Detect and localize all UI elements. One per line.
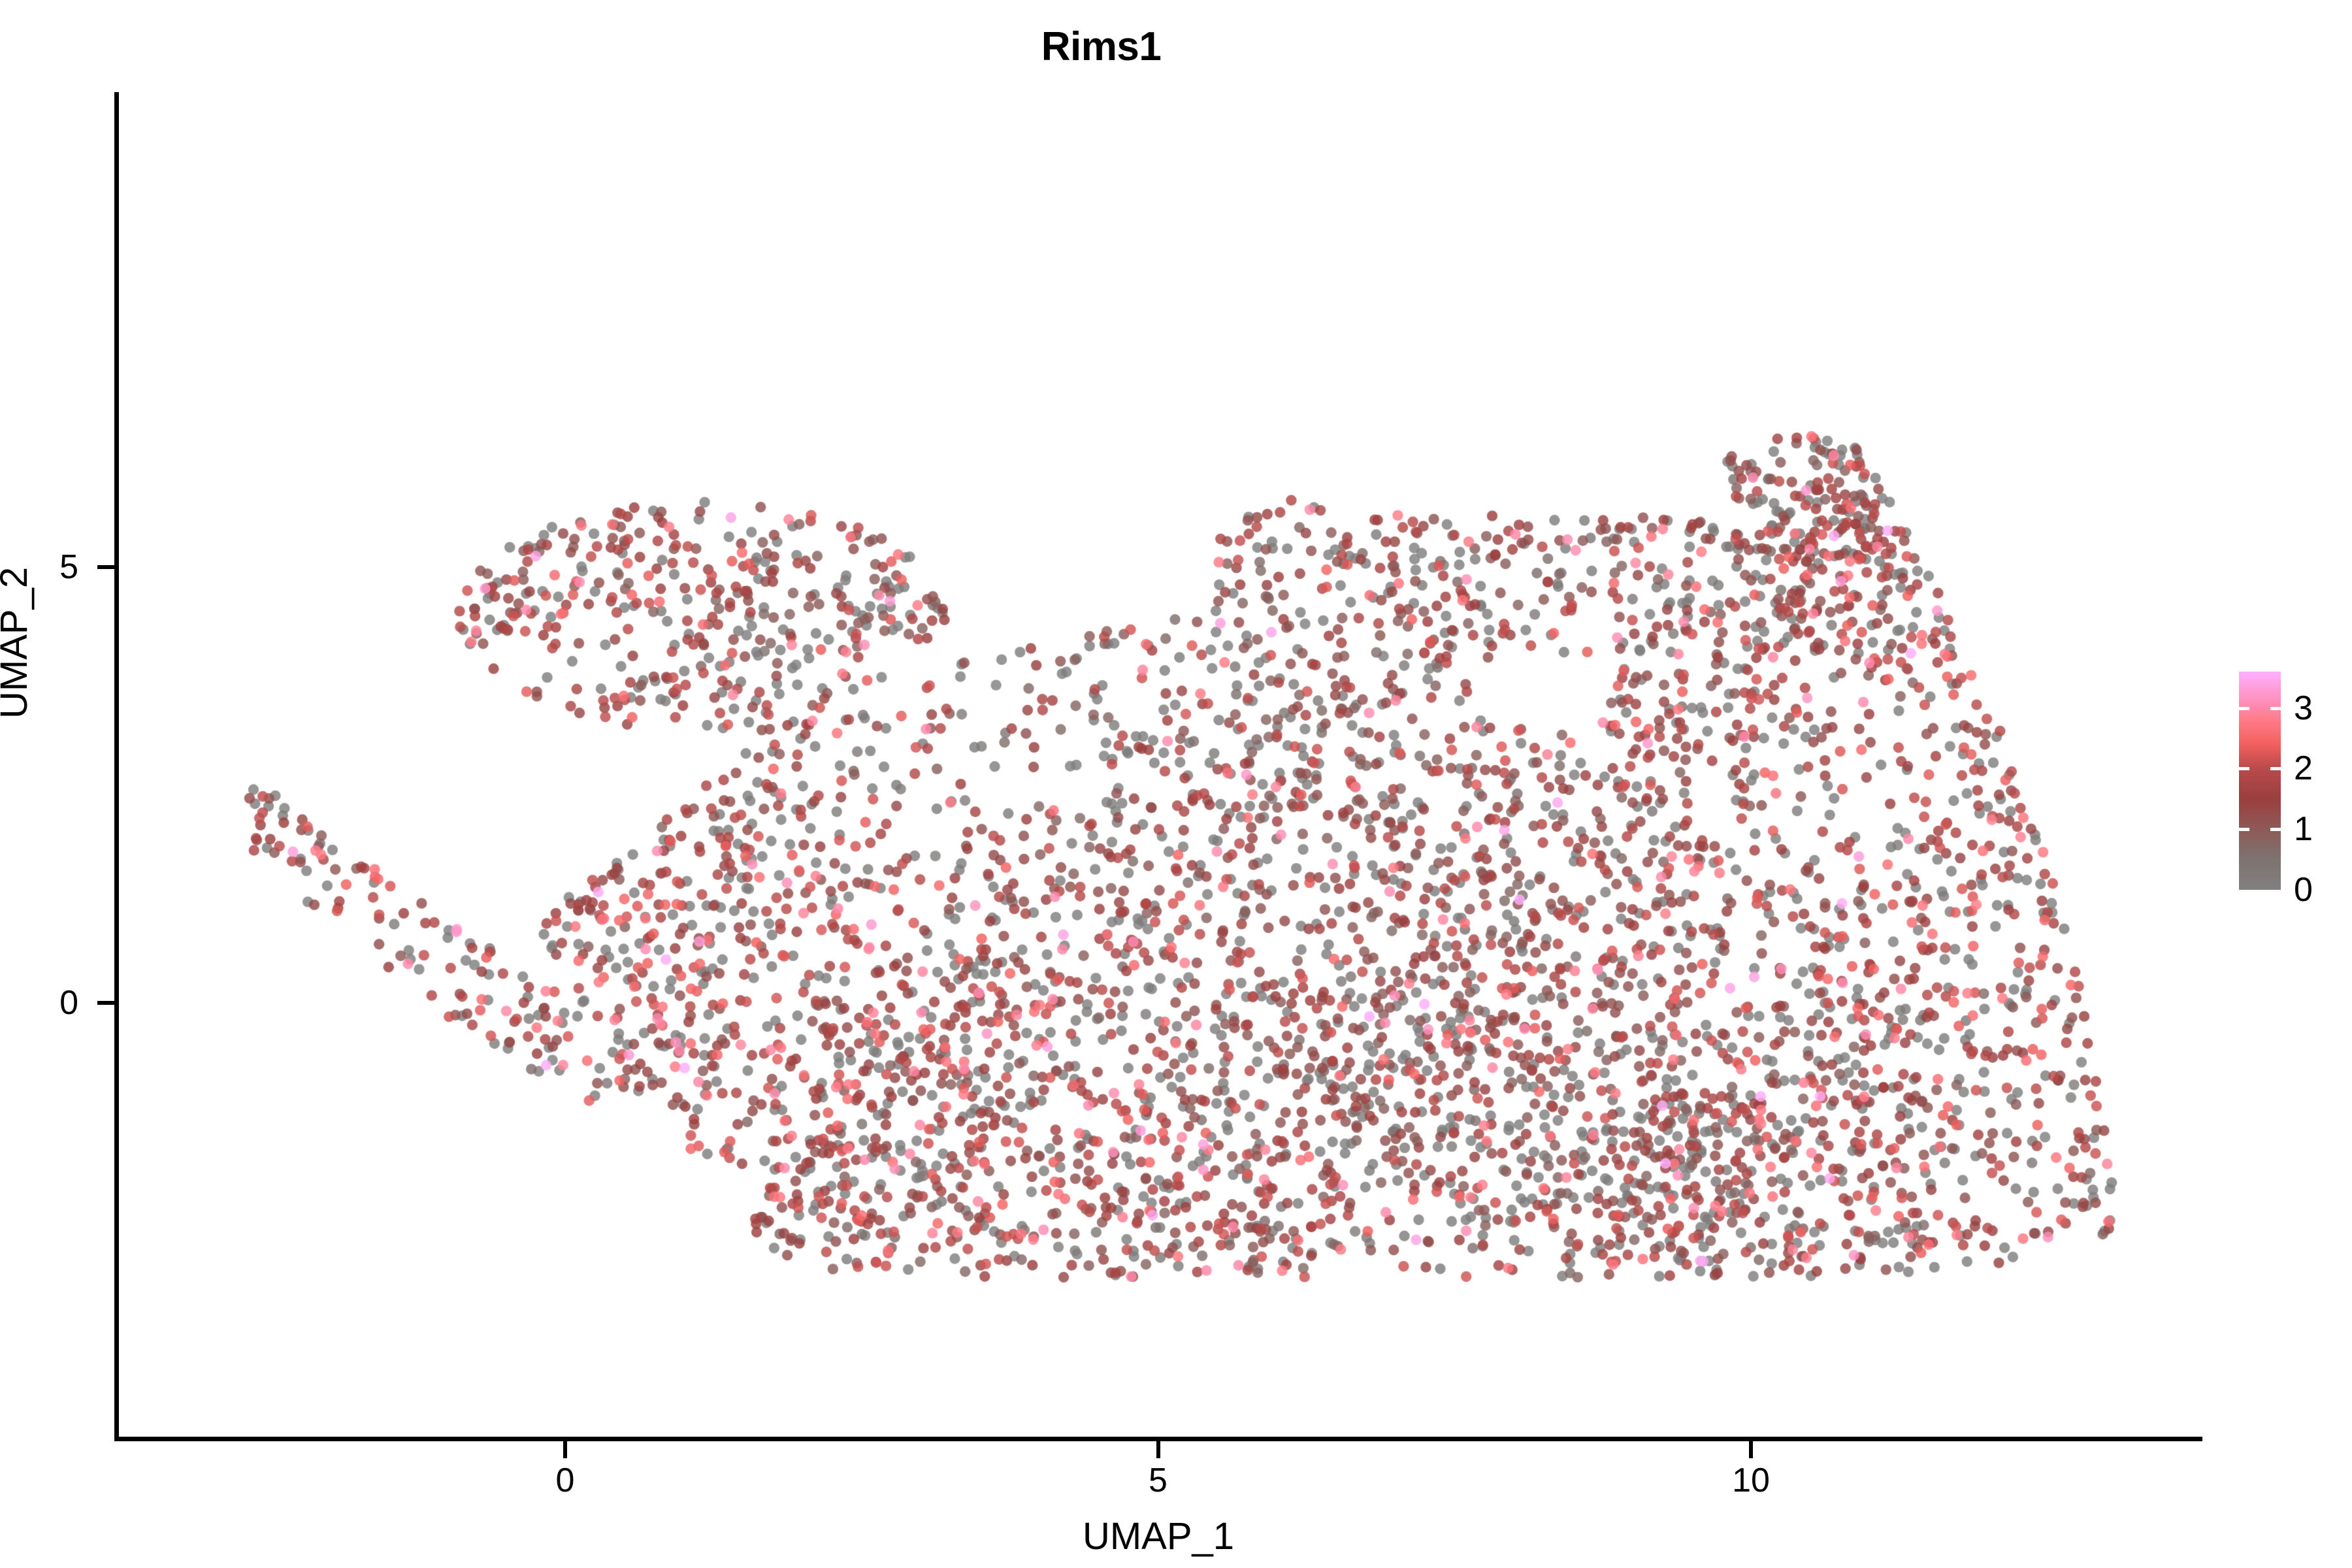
colorbar-tick-label: 0 xyxy=(2294,871,2313,909)
y-axis-line xyxy=(114,92,119,1439)
y-tick-mark xyxy=(97,565,114,569)
colorbar-tick-label: 1 xyxy=(2294,810,2313,849)
x-tick-label: 10 xyxy=(1732,1462,1770,1499)
colorbar-tick-label: 3 xyxy=(2294,689,2313,727)
colorbar-gradient xyxy=(2239,672,2281,890)
y-tick-label: 5 xyxy=(59,548,78,586)
x-tick-mark xyxy=(1749,1441,1753,1458)
x-tick-label: 0 xyxy=(555,1462,575,1499)
page-title: Rims1 xyxy=(1041,24,1162,69)
colorbar-tick-mark xyxy=(2239,828,2281,832)
y-tick-mark xyxy=(97,1001,114,1005)
y-axis-title: UMAP_2 xyxy=(0,566,35,719)
plot-panel xyxy=(114,92,2202,1439)
x-tick-mark xyxy=(1156,1441,1160,1458)
x-axis-line xyxy=(114,1437,2202,1441)
colorbar-legend: 3 2 1 0 xyxy=(2239,672,2337,909)
x-axis-title: UMAP_1 xyxy=(1082,1515,1235,1558)
x-tick-mark xyxy=(563,1441,567,1458)
colorbar-tick-mark xyxy=(2239,706,2281,710)
y-tick-label: 0 xyxy=(59,984,78,1022)
colorbar-tick-mark xyxy=(2239,767,2281,771)
x-tick-label: 5 xyxy=(1149,1462,1168,1499)
scatter-plot-area xyxy=(114,92,2202,1439)
colorbar-tick-label: 2 xyxy=(2294,749,2313,788)
